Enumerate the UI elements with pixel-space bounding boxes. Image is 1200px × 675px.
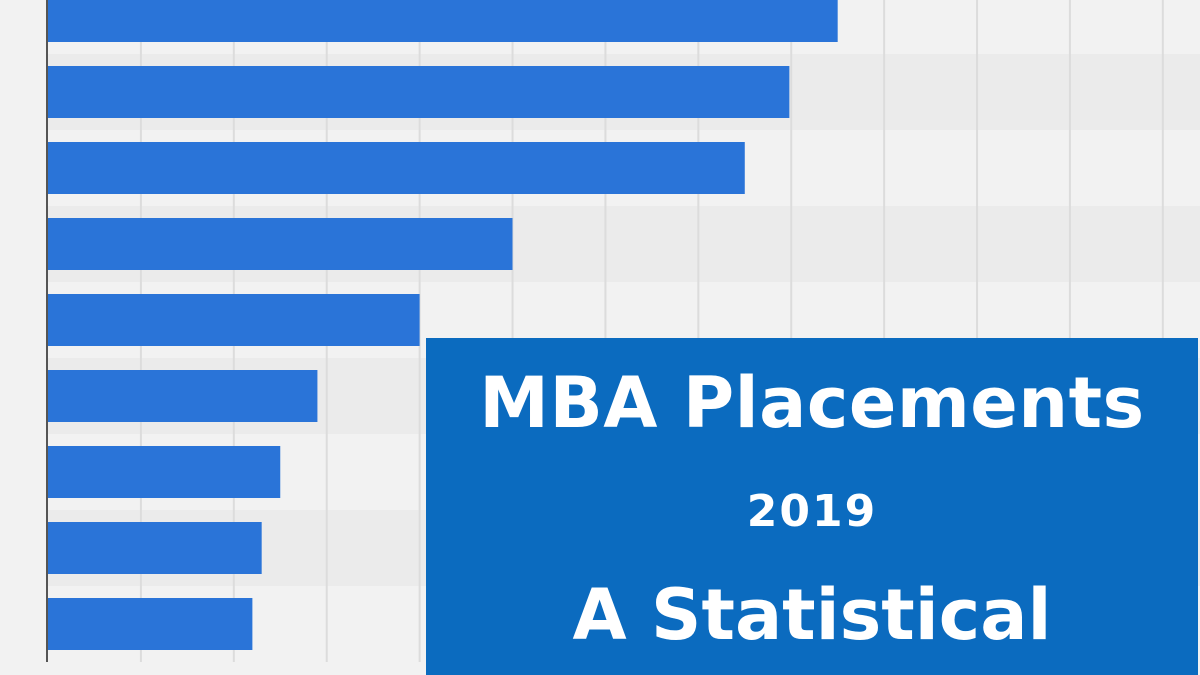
bar xyxy=(48,0,838,42)
bar xyxy=(48,218,513,270)
bar xyxy=(48,598,253,650)
bar xyxy=(48,446,281,498)
bar xyxy=(48,370,318,422)
title-overlay-panel: MBA Placements 2019 A Statistical xyxy=(426,338,1198,675)
bar xyxy=(48,522,262,574)
bar xyxy=(48,142,745,194)
bar xyxy=(48,66,790,118)
overlay-subtitle: A Statistical xyxy=(572,574,1052,656)
overlay-year: 2019 xyxy=(746,486,878,537)
overlay-title: MBA Placements xyxy=(479,362,1145,444)
bar xyxy=(48,294,420,346)
